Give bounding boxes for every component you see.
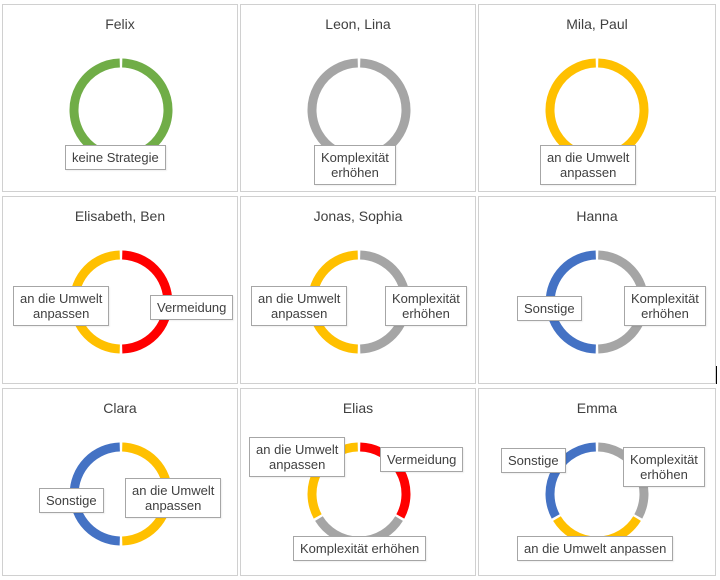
- slice-label: an die Umwelt anpassen: [249, 437, 346, 477]
- slice-label: Vermeidung: [380, 447, 464, 472]
- chart-title: Mila, Paul: [566, 16, 628, 32]
- chart-panel: Clara an die Umwelt anpassen Sonstige: [2, 388, 238, 576]
- chart-title: Jonas, Sophia: [313, 208, 403, 224]
- slice-label-line: an die Umwelt anpassen: [524, 541, 667, 556]
- slice-label-line: Vermeidung: [157, 300, 227, 315]
- slice-label-line: erhöhen: [640, 467, 688, 482]
- slice-label: Sonstige: [39, 488, 104, 513]
- slice-label: Komplexität erhöhen: [314, 145, 396, 185]
- slice-label-line: Komplexität: [630, 452, 698, 467]
- slice-label: an die Umwelt anpassen: [13, 286, 110, 326]
- slice-label-line: Komplexität: [631, 291, 699, 306]
- slice-label-line: Komplexität erhöhen: [300, 541, 420, 556]
- slice-label-line: erhöhen: [641, 306, 689, 321]
- slice-label-line: an die Umwelt: [132, 483, 215, 498]
- slice-label-line: anpassen: [144, 498, 202, 513]
- chart-title: Elias: [342, 400, 374, 416]
- donut-slice: [69, 58, 173, 162]
- slice-label-line: keine Strategie: [72, 150, 159, 165]
- slice-label: an die Umwelt anpassen: [251, 286, 348, 326]
- slice-label: Sonstige: [501, 448, 566, 473]
- slice-label: Komplexität erhöhen: [385, 286, 467, 326]
- chart-title: Felix: [105, 16, 135, 32]
- slice-label-line: an die Umwelt: [258, 291, 341, 306]
- slice-label: Vermeidung: [150, 295, 234, 320]
- slice-label-line: Sonstige: [524, 301, 575, 316]
- slice-label-line: an die Umwelt: [20, 291, 103, 306]
- chart-panel: Elias Vermeidung Komplexität erhöhen an die…: [240, 388, 476, 576]
- slice-label-line: anpassen: [32, 306, 90, 321]
- slice-label-line: Komplexität: [321, 150, 389, 165]
- chart-title: Hanna: [576, 208, 618, 224]
- slice-label: Sonstige: [517, 296, 582, 321]
- slice-label: an die Umwelt anpassen: [517, 536, 674, 561]
- slice-label-line: anpassen: [270, 306, 328, 321]
- slice-label: an die Umwelt anpassen: [125, 478, 222, 518]
- chart-title: Emma: [576, 400, 618, 416]
- chart-panel: Hanna Komplexität erhöhen Sonstige: [478, 196, 716, 384]
- slice-label-line: Sonstige: [508, 453, 559, 468]
- chart-title: Leon, Lina: [325, 16, 391, 32]
- slice-label: Komplexität erhöhen: [293, 536, 427, 561]
- slice-label-line: anpassen: [559, 165, 617, 180]
- slice-label-line: anpassen: [268, 457, 326, 472]
- chart-panel: Jonas, Sophia Komplexität erhöhen an die Um…: [240, 196, 476, 384]
- chart-panel: Felix keine Strategie: [2, 4, 238, 192]
- slice-label-line: Vermeidung: [387, 452, 457, 467]
- donut-slice: [307, 58, 411, 162]
- chart-panel: Elisabeth, Ben Vermeidung an die Umwelt anp…: [2, 196, 238, 384]
- slice-label-line: an die Umwelt: [547, 150, 630, 165]
- chart-panel: Mila, Paul an die Umwelt anpassen: [478, 4, 716, 192]
- chart-panel: Leon, Lina Komplexität erhöhen: [240, 4, 476, 192]
- slice-label: Komplexität erhöhen: [623, 447, 705, 487]
- donut-slice: [545, 58, 649, 162]
- chart-panel: Emma Komplexität erhöhen an die Umwelt anpa…: [478, 388, 716, 576]
- slice-label-line: erhöhen: [331, 165, 379, 180]
- slice-label-line: an die Umwelt: [256, 442, 339, 457]
- chart-title: Clara: [103, 400, 137, 416]
- slice-label-line: erhöhen: [402, 306, 450, 321]
- slice-label: Komplexität erhöhen: [624, 286, 706, 326]
- text-cursor: [716, 366, 717, 384]
- slice-label-line: Sonstige: [46, 493, 97, 508]
- slice-label: keine Strategie: [65, 145, 166, 170]
- slice-label-line: Komplexität: [392, 291, 460, 306]
- chart-title: Elisabeth, Ben: [74, 208, 166, 224]
- slice-label: an die Umwelt anpassen: [540, 145, 637, 185]
